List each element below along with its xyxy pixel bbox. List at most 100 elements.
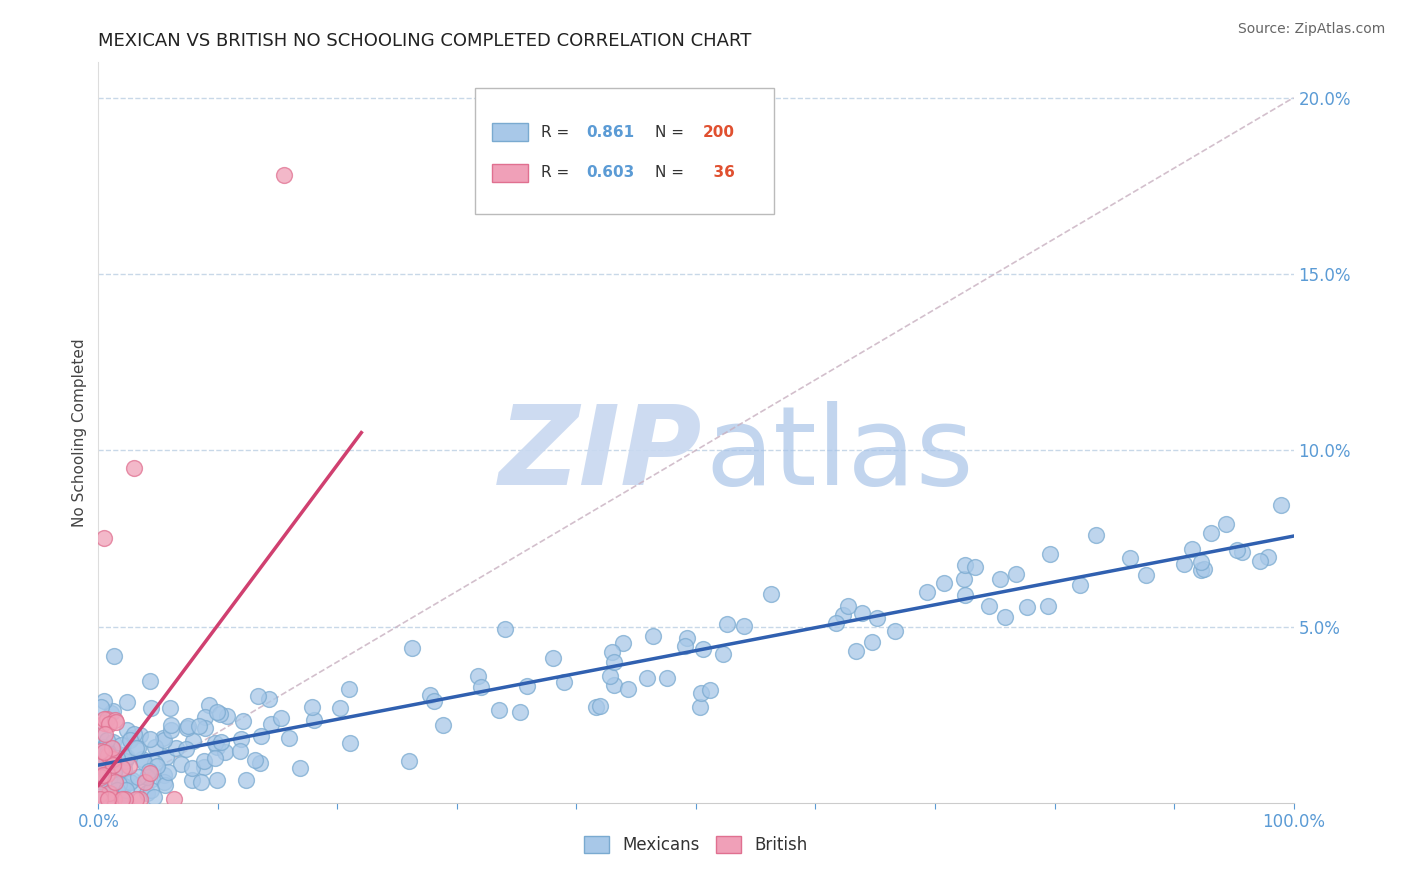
Point bbox=[127, 741, 149, 756]
Text: N =: N = bbox=[655, 125, 683, 139]
Point bbox=[100, 706, 122, 720]
Point bbox=[301, 699, 323, 714]
Point bbox=[837, 599, 859, 613]
Point bbox=[139, 766, 162, 780]
Point bbox=[1069, 578, 1091, 592]
Point bbox=[337, 681, 360, 696]
Point bbox=[90, 756, 112, 771]
Point bbox=[673, 639, 696, 653]
Point bbox=[589, 698, 612, 713]
Point bbox=[636, 671, 658, 685]
Point bbox=[193, 721, 215, 735]
Point bbox=[965, 559, 987, 574]
Point bbox=[277, 731, 299, 746]
Text: ZIP: ZIP bbox=[499, 401, 702, 508]
Point bbox=[1085, 527, 1108, 541]
Point bbox=[129, 728, 152, 742]
Point bbox=[214, 745, 236, 759]
Point bbox=[860, 635, 883, 649]
Point bbox=[204, 750, 226, 764]
Point bbox=[111, 761, 134, 775]
Point bbox=[146, 758, 169, 772]
Point bbox=[689, 700, 711, 714]
Point bbox=[953, 558, 976, 572]
Point bbox=[599, 668, 621, 682]
Point bbox=[259, 716, 281, 731]
Point bbox=[129, 792, 152, 806]
Point bbox=[155, 778, 177, 792]
Point bbox=[831, 607, 853, 622]
Point bbox=[1036, 599, 1059, 613]
Point bbox=[96, 733, 118, 747]
Point bbox=[90, 700, 112, 714]
Text: 0.603: 0.603 bbox=[586, 165, 636, 180]
Text: R =: R = bbox=[541, 125, 569, 139]
Point bbox=[128, 778, 150, 792]
Text: atlas: atlas bbox=[706, 401, 973, 508]
Point bbox=[96, 746, 118, 760]
Point bbox=[108, 776, 131, 790]
FancyBboxPatch shape bbox=[492, 164, 529, 182]
Point bbox=[114, 763, 136, 777]
Point bbox=[101, 751, 124, 765]
Point bbox=[883, 624, 905, 638]
Point bbox=[329, 701, 352, 715]
Point bbox=[1173, 557, 1195, 571]
Point bbox=[115, 694, 138, 708]
Point bbox=[103, 775, 125, 789]
Point bbox=[91, 741, 114, 756]
Point bbox=[1181, 541, 1204, 556]
Point bbox=[641, 629, 664, 643]
Point bbox=[543, 651, 565, 665]
Point bbox=[90, 755, 112, 769]
Point bbox=[103, 754, 125, 768]
Point bbox=[101, 741, 124, 756]
Point bbox=[101, 744, 124, 758]
Text: N =: N = bbox=[655, 165, 683, 180]
Point bbox=[612, 636, 634, 650]
Point bbox=[1189, 555, 1212, 569]
Point bbox=[235, 772, 257, 787]
Point bbox=[115, 750, 138, 764]
Point bbox=[105, 751, 128, 765]
Text: Source: ZipAtlas.com: Source: ZipAtlas.com bbox=[1237, 22, 1385, 37]
Point bbox=[138, 764, 160, 779]
Point bbox=[761, 587, 783, 601]
Point bbox=[138, 732, 160, 747]
Point bbox=[121, 773, 143, 788]
Point bbox=[94, 792, 117, 806]
Point bbox=[181, 772, 204, 787]
Point bbox=[232, 714, 254, 729]
Point bbox=[96, 753, 118, 767]
Point bbox=[494, 623, 516, 637]
Point bbox=[96, 766, 118, 780]
Point bbox=[103, 792, 125, 806]
Point bbox=[111, 792, 134, 806]
Point bbox=[159, 700, 181, 714]
Point bbox=[1226, 542, 1249, 557]
Point bbox=[1189, 563, 1212, 577]
Point bbox=[1118, 551, 1140, 566]
Point bbox=[257, 692, 280, 706]
Point bbox=[89, 770, 111, 784]
Point bbox=[1017, 599, 1039, 614]
Point bbox=[398, 754, 420, 768]
Point bbox=[176, 722, 198, 736]
Point bbox=[103, 758, 125, 772]
Point bbox=[143, 790, 166, 805]
Point bbox=[139, 782, 162, 797]
Point bbox=[104, 713, 127, 727]
Point bbox=[98, 717, 121, 731]
Point bbox=[98, 748, 121, 763]
FancyBboxPatch shape bbox=[492, 123, 529, 141]
Point bbox=[188, 719, 211, 733]
Point bbox=[988, 572, 1011, 586]
Point bbox=[1039, 547, 1062, 561]
Point bbox=[932, 575, 955, 590]
Point bbox=[915, 585, 938, 599]
Point bbox=[157, 765, 180, 780]
Text: 36: 36 bbox=[703, 165, 734, 180]
Point bbox=[112, 747, 135, 762]
Point bbox=[160, 717, 183, 731]
Point bbox=[866, 610, 889, 624]
